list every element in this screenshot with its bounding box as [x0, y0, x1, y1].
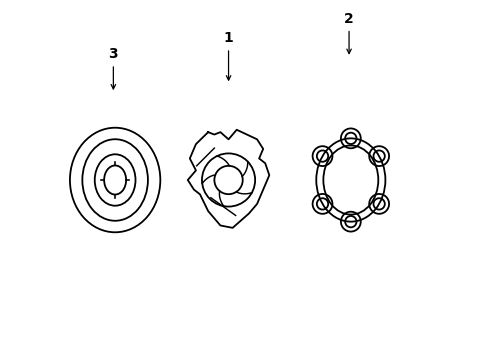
- Text: 1: 1: [223, 31, 233, 80]
- Text: 2: 2: [344, 12, 353, 54]
- Text: 3: 3: [108, 47, 118, 89]
